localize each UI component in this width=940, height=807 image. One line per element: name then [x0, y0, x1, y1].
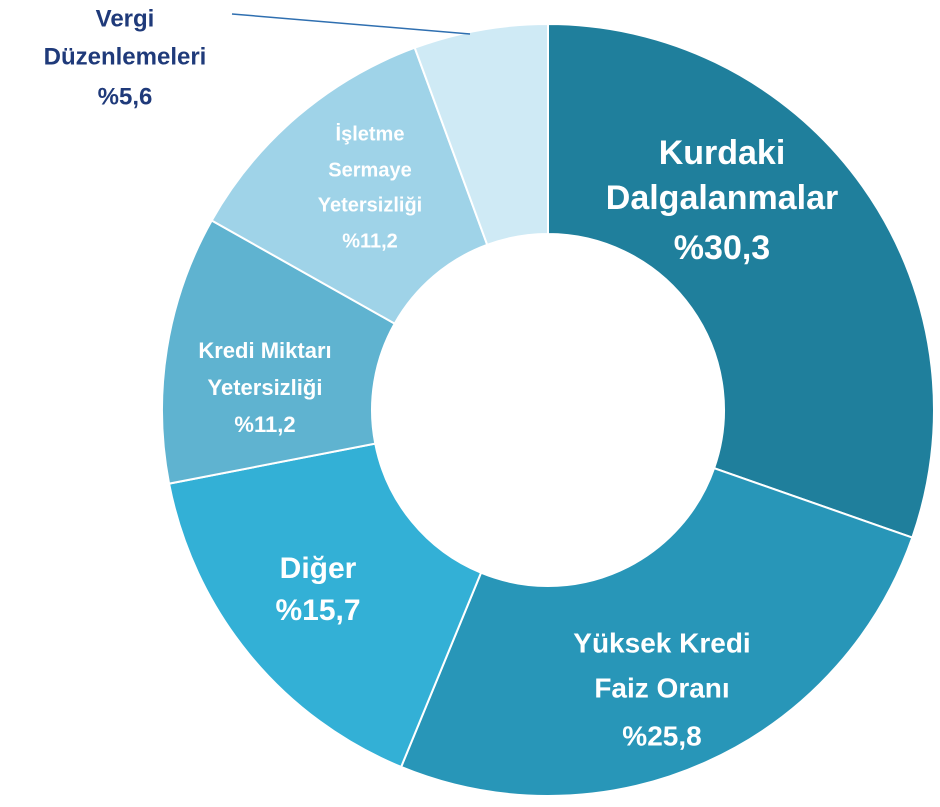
value-label: %11,2	[342, 230, 398, 252]
slice-label: Dalgalanmalar	[606, 179, 838, 217]
leader-line	[231, 13, 471, 35]
donut-slice	[210, 46, 489, 325]
donut-slice	[161, 219, 397, 485]
donut-slice	[547, 22, 935, 539]
slice-label: Yüksek Kredi	[573, 627, 750, 658]
slice-label: Düzenlemeleri	[44, 43, 207, 70]
slice-label: Faiz Oranı	[594, 672, 729, 703]
value-label: %25,8	[622, 720, 701, 751]
slice-label: Diğer	[280, 552, 357, 585]
donut-slice	[399, 466, 914, 797]
slice-label: İşletme	[336, 122, 405, 145]
donut-slice	[167, 442, 483, 769]
slice-label: Yetersizliği	[208, 375, 323, 400]
donut-slice	[413, 22, 549, 247]
slice-label: Vergi	[96, 5, 155, 32]
slice-label: Yetersizliği	[318, 194, 423, 216]
slice-label: Kredi Miktarı	[198, 338, 331, 363]
slice-label: Sermaye	[328, 159, 411, 181]
value-label: %5,6	[98, 83, 153, 110]
value-label: %15,7	[275, 594, 360, 627]
value-label: %11,2	[234, 412, 295, 437]
slice-label: Kurdaki	[659, 134, 786, 172]
value-label: %30,3	[674, 229, 770, 267]
